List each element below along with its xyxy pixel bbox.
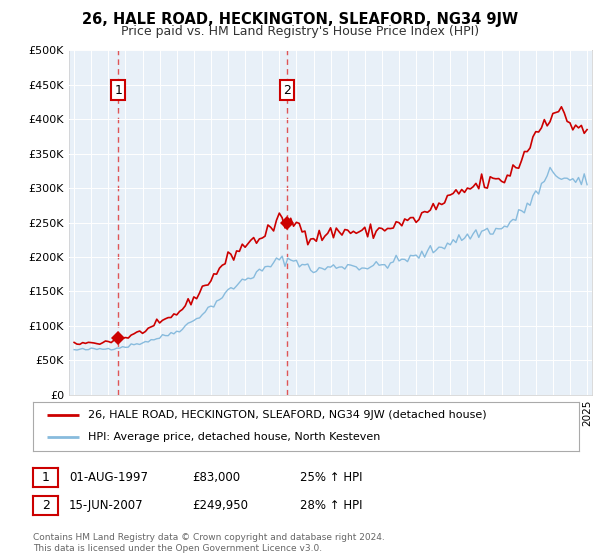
- Text: Price paid vs. HM Land Registry's House Price Index (HPI): Price paid vs. HM Land Registry's House …: [121, 25, 479, 38]
- Text: 15-JUN-2007: 15-JUN-2007: [69, 499, 143, 512]
- Text: £83,000: £83,000: [192, 470, 240, 484]
- Text: 01-AUG-1997: 01-AUG-1997: [69, 470, 148, 484]
- Text: HPI: Average price, detached house, North Kesteven: HPI: Average price, detached house, Nort…: [88, 432, 380, 442]
- Text: 25% ↑ HPI: 25% ↑ HPI: [300, 470, 362, 484]
- Text: 26, HALE ROAD, HECKINGTON, SLEAFORD, NG34 9JW: 26, HALE ROAD, HECKINGTON, SLEAFORD, NG3…: [82, 12, 518, 27]
- Text: 28% ↑ HPI: 28% ↑ HPI: [300, 499, 362, 512]
- Text: 1: 1: [41, 470, 50, 484]
- Text: 2: 2: [41, 499, 50, 512]
- Text: 1: 1: [115, 83, 122, 96]
- Text: 2: 2: [283, 83, 291, 96]
- Text: Contains HM Land Registry data © Crown copyright and database right 2024.
This d: Contains HM Land Registry data © Crown c…: [33, 533, 385, 553]
- Text: 26, HALE ROAD, HECKINGTON, SLEAFORD, NG34 9JW (detached house): 26, HALE ROAD, HECKINGTON, SLEAFORD, NG3…: [88, 410, 486, 420]
- Text: £249,950: £249,950: [192, 499, 248, 512]
